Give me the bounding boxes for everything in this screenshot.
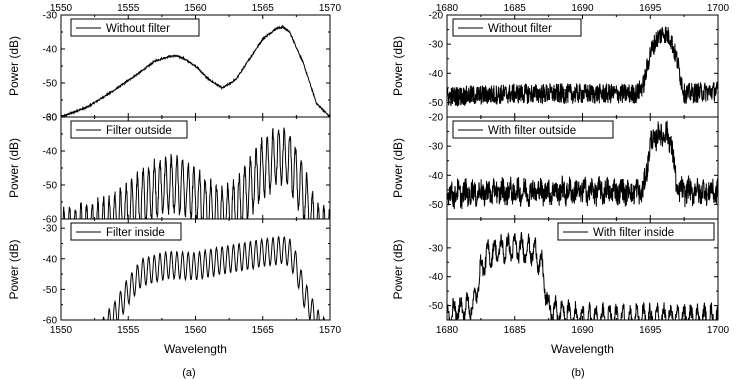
y-tick-label: -30 [43, 113, 58, 124]
legend-box [70, 120, 188, 139]
top-x-tick-label: 1555 [117, 3, 140, 14]
x-tick-label: 1555 [117, 325, 140, 336]
x-tick-label: 1550 [50, 325, 73, 336]
x-axis-label: Wavelength [551, 342, 614, 356]
y-axis-label: Power (dB) [7, 36, 21, 96]
y-tick-label: -20 [429, 113, 444, 124]
y-tick-label: -40 [429, 69, 444, 80]
y-axis-label: Power (dB) [7, 239, 21, 299]
top-x-tick-label: 1550 [50, 3, 73, 14]
caption-b: (b) [571, 367, 584, 379]
x-axis-label: Wavelength [164, 342, 227, 356]
y-tick-label: -50 [43, 285, 58, 296]
caption-a: (a) [182, 367, 195, 379]
subplot-1: -50 -40 -30 -20 Power (dB) Without filter [391, 11, 719, 118]
x-tick-label: 1700 [707, 325, 730, 336]
y-tick-label: -50 [429, 301, 444, 312]
top-x-tick-label: 1560 [184, 3, 207, 14]
series-line [447, 231, 718, 320]
panel-a: 1550 1555 1560 1565 1570 -60 -50 -40 -30 Power (d… [7, 3, 342, 356]
y-tick-label: -40 [429, 171, 444, 182]
y-tick-label: -30 [429, 40, 444, 51]
y-tick-label: -30 [429, 142, 444, 153]
x-tick-label: 1680 [436, 325, 459, 336]
y-tick-label: -50 [43, 79, 58, 90]
legend-box [70, 222, 182, 241]
legend-label: Filter inside [106, 227, 165, 239]
y-tick-label: -30 [43, 11, 58, 22]
x-tick-label: 1560 [184, 325, 207, 336]
y-tick-label: -40 [43, 45, 58, 56]
subplot-3: -60 -50 -40 -30 Power (dB) Filter inside [7, 218, 331, 327]
y-tick-label: -50 [429, 98, 444, 109]
y-axis-label: Power (dB) [391, 138, 405, 198]
x-tick-label: 1685 [504, 325, 527, 336]
legend-box [557, 222, 715, 241]
y-axis-label: Power (dB) [391, 36, 405, 96]
x-tick-label: 1695 [639, 325, 662, 336]
top-x-tick-label: 1565 [252, 3, 275, 14]
top-x-tick-label: 1685 [504, 3, 527, 14]
x-tick-label: 1565 [252, 325, 275, 336]
subplot-1: -60 -50 -40 -30 Power (dB) Without filter [7, 11, 331, 124]
subplot-2: -60 -50 -40 -30 Power (dB) Filter outside [7, 113, 331, 226]
x-tick-label: 1690 [571, 325, 594, 336]
top-x-tick-label: 1690 [571, 3, 594, 14]
y-tick-label: -60 [43, 113, 58, 124]
y-tick-label: -30 [43, 224, 58, 235]
series-line [61, 24, 330, 117]
legend-box [452, 120, 614, 139]
legend-label: With filter inside [593, 227, 674, 239]
legend-label: With filter outside [488, 125, 576, 137]
top-x-tick-label: 1700 [707, 3, 730, 14]
legend-box [452, 18, 582, 37]
y-axis-label: Power (dB) [391, 239, 405, 299]
legend-box [70, 18, 200, 37]
series-line [447, 26, 718, 107]
x-tick-label: 1570 [319, 325, 342, 336]
y-tick-label: -30 [429, 243, 444, 254]
legend-label: Without filter [106, 23, 170, 35]
y-tick-label: -40 [429, 272, 444, 283]
y-tick-label: -40 [43, 147, 58, 158]
y-tick-label: -50 [429, 200, 444, 211]
panel-b: 1680 1685 1690 1695 1700 -50 -40 -30 -20 Power (d… [391, 3, 730, 356]
y-tick-label: -50 [43, 181, 58, 192]
subplot-2: -50 -40 -30 -20 Power (dB) With filter outsid… [391, 113, 719, 220]
y-tick-label: -40 [43, 254, 58, 265]
series-line [102, 235, 325, 320]
top-x-tick-label: 1695 [639, 3, 662, 14]
series-line [447, 120, 718, 210]
y-tick-label: -20 [429, 11, 444, 22]
y-tick-label: -60 [43, 316, 58, 327]
subplot-3: -50 -40 -30 Power (dB) With filter inside [391, 218, 719, 321]
legend-label: Filter outside [106, 125, 172, 137]
top-x-tick-label: 1570 [319, 3, 342, 14]
top-x-tick-label: 1680 [436, 3, 459, 14]
y-axis-label: Power (dB) [7, 138, 21, 198]
series-line [62, 127, 330, 219]
legend-label: Without filter [488, 23, 552, 35]
y-tick-label: -60 [43, 215, 58, 226]
